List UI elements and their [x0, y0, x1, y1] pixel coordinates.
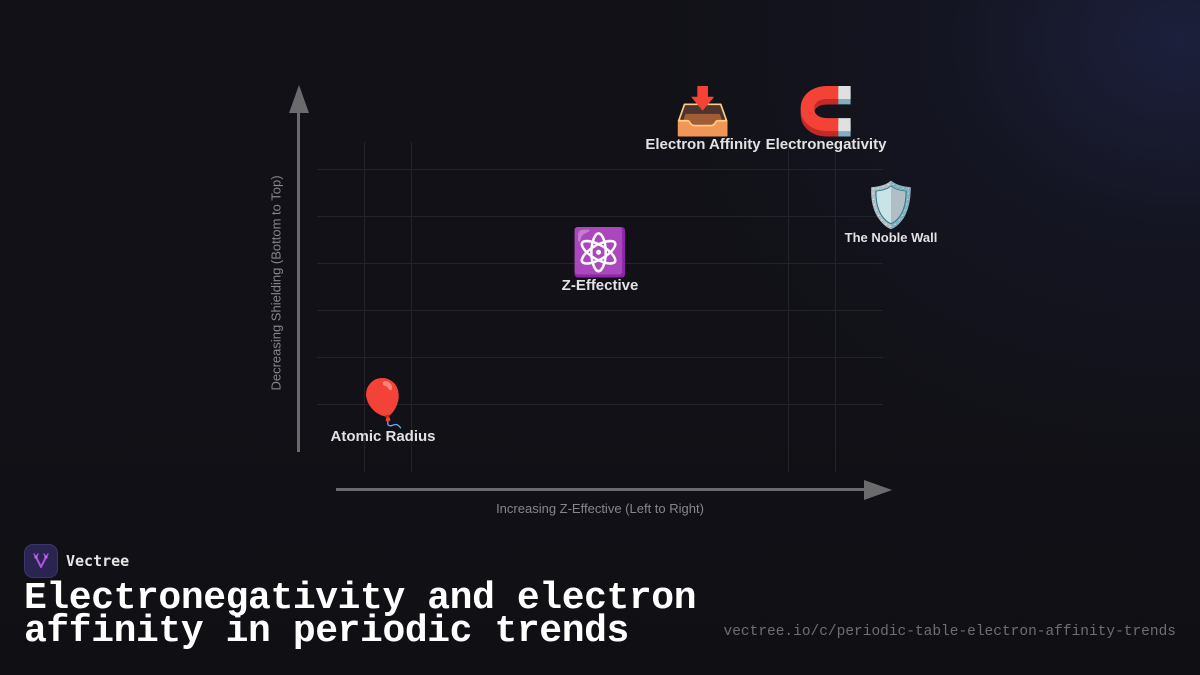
node-atomic-radius: 🎈 Atomic Radius [330, 380, 435, 445]
grid-line-vertical [411, 142, 412, 472]
node-z-effective: ⚛️ Z-Effective [562, 229, 639, 294]
node-label: Atomic Radius [330, 428, 436, 445]
grid-line-horizontal [317, 357, 883, 358]
grid-line-horizontal [317, 216, 883, 217]
grid-line-vertical [835, 142, 836, 472]
y-axis [297, 108, 300, 452]
magnet-icon: 🧲 [797, 85, 855, 137]
page-url[interactable]: vectree.io/c/periodic-table-electron-aff… [723, 624, 1176, 640]
node-label: Electron Affinity [645, 136, 761, 153]
grid-line-vertical [364, 142, 365, 472]
x-axis [336, 488, 868, 491]
y-axis-arrowhead [289, 85, 309, 113]
x-axis-arrowhead [864, 480, 892, 500]
node-noble-wall: 🛡️ The Noble Wall [844, 181, 938, 246]
x-axis-label: Increasing Z-Effective (Left to Right) [496, 501, 704, 516]
vectree-logo-icon [24, 544, 58, 578]
brand-name: Vectree [66, 552, 130, 570]
shield-icon: 🛡️ [863, 181, 919, 230]
page-title: Electronegativity and electron affinity … [24, 577, 697, 653]
node-label: Electronegativity [765, 136, 887, 153]
node-electronegativity: 🧲 Electronegativity [766, 88, 887, 153]
inbox-tray-icon: 📥 [674, 85, 732, 137]
grid-line-horizontal [317, 169, 883, 170]
atom-icon: ⚛️ [571, 226, 629, 278]
grid-line-vertical [788, 142, 789, 472]
brand: Vectree [24, 544, 129, 578]
balloon-icon: 🎈 [354, 377, 412, 429]
y-axis-label: Decreasing Shielding (Bottom to Top) [268, 175, 284, 391]
node-label: The Noble Wall [844, 230, 938, 245]
node-electron-affinity: 📥 Electron Affinity [645, 88, 760, 153]
grid-line-horizontal [317, 404, 883, 405]
node-label: Z-Effective [561, 277, 639, 294]
grid-line-horizontal [317, 263, 883, 264]
grid-line-horizontal [317, 310, 883, 311]
